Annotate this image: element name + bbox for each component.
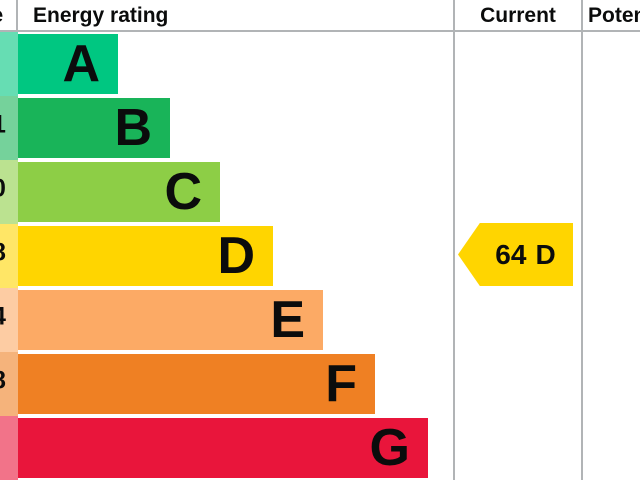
band-score-cell: [0, 96, 18, 160]
band-letter: C: [164, 163, 202, 221]
band-row-d: 55-68 D: [0, 224, 640, 288]
band-letter: B: [114, 99, 152, 157]
band-row-g: 1-20G: [0, 416, 640, 480]
band-bar-a: A: [18, 34, 118, 94]
band-bar-g: G: [18, 418, 428, 478]
current-band-letter: D: [535, 238, 556, 270]
band-bar-f: F: [18, 354, 375, 414]
band-row-a: 92+A: [0, 32, 640, 96]
band-score-range: 39-54: [0, 303, 6, 332]
band-score-cell: [0, 288, 18, 352]
band-row-e: 39-54 E: [0, 288, 640, 352]
band-row-f: 21-38 F: [0, 352, 640, 416]
band-score-range: 81-91: [0, 111, 6, 140]
band-bar-d: D: [18, 226, 273, 286]
band-letter: A: [62, 35, 100, 93]
current-column-divider: [453, 0, 455, 480]
band-score-range: 55-68: [0, 239, 6, 268]
score-column-header: Score: [0, 0, 3, 31]
band-letter: E: [270, 291, 305, 349]
band-score-range: 21-38: [0, 367, 6, 396]
current-rating-arrow: 64 D: [458, 223, 573, 286]
band-bar-b: B: [18, 98, 170, 158]
band-score-cell: [0, 224, 18, 288]
band-row-b: 81-91 B: [0, 96, 640, 160]
band-score-cell: [0, 416, 18, 480]
potential-column-divider: [581, 0, 583, 480]
energy-rating-column-header: Energy rating: [33, 4, 169, 27]
band-letter: G: [369, 419, 410, 477]
band-score-cell: [0, 32, 18, 96]
band-row-c: 69-80 C: [0, 160, 640, 224]
band-bar-c: C: [18, 162, 220, 222]
band-letter: D: [217, 227, 255, 285]
band-score-cell: [0, 352, 18, 416]
current-column-header: Current: [480, 4, 556, 27]
band-score-cell: [0, 160, 18, 224]
band-letter: F: [325, 355, 357, 413]
band-bar-e: E: [18, 290, 323, 350]
score-column-divider: [16, 0, 18, 32]
current-score-value: 64: [495, 238, 527, 270]
band-score-range: 69-80: [0, 175, 6, 204]
header-divider: [0, 30, 640, 32]
potential-column-header: Potential: [588, 4, 640, 27]
